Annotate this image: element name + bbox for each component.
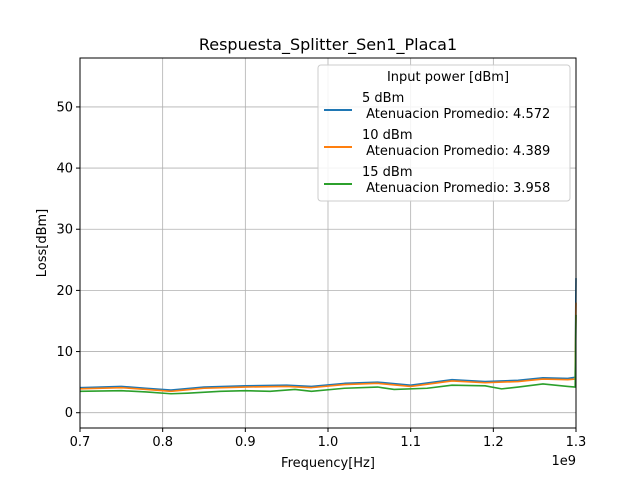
y-tick-label: 0 [65, 406, 73, 421]
x-tick-label: 1.0 [318, 435, 339, 450]
legend-box [317, 64, 571, 202]
legend: Input power [dBm] 5 dBm Atenuacion Promed… [317, 64, 571, 202]
legend-entry-2: 15 dBm Atenuacion Promedio: 3.958 [362, 165, 550, 196]
y-tick-label: 30 [56, 223, 73, 238]
x-tick-label: 1.3 [566, 435, 587, 450]
y-axis-label: Loss[dBm] [35, 209, 50, 278]
series-line-1 [79, 302, 577, 393]
x-tick-label: 0.7 [70, 435, 91, 450]
y-tick-label: 20 [56, 284, 73, 299]
y-tick-label: 10 [56, 345, 73, 360]
chart-title: Respuesta_Splitter_Sen1_Placa1 [199, 35, 457, 55]
legend-title: Input power [dBm] [387, 70, 509, 85]
x-tick-label: 1.1 [400, 435, 421, 450]
legend-entry-1: 10 dBm Atenuacion Promedio: 4.389 [362, 128, 550, 159]
series-line-2 [79, 314, 577, 395]
x-tick-label: 1.2 [483, 435, 504, 450]
series-line-0 [79, 278, 577, 391]
x-axis-label: Frequency[Hz] [281, 456, 375, 471]
y-tick-label: 50 [56, 100, 73, 115]
x-tick-label: 0.9 [235, 435, 256, 450]
legend-entry-0: 5 dBm Atenuacion Promedio: 4.572 [362, 91, 550, 122]
series-group [79, 278, 577, 395]
y-axis: 0 10 20 30 40 50 [56, 100, 80, 421]
y-tick-label: 40 [56, 162, 73, 177]
x-tick-label: 0.8 [152, 435, 173, 450]
x-axis-offset-label: 1e9 [551, 454, 576, 469]
x-axis: 0.7 0.8 0.9 1.0 1.1 1.2 1.3 [70, 428, 587, 450]
